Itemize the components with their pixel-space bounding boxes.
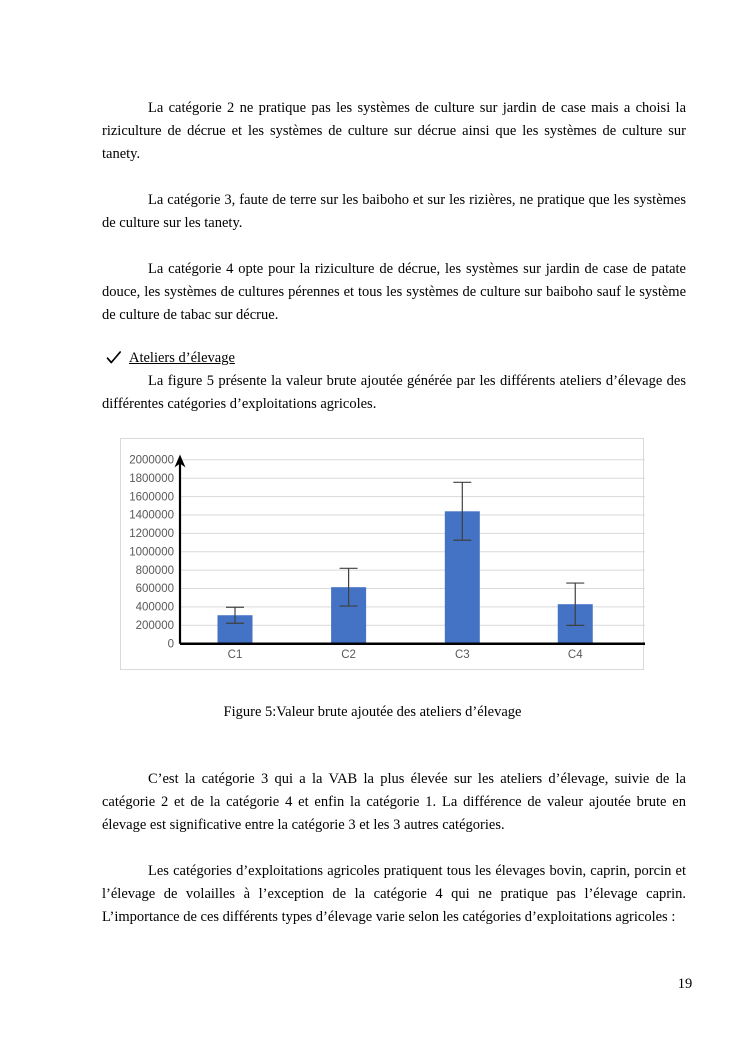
svg-text:2000000: 2000000 — [129, 455, 174, 467]
svg-text:C4: C4 — [568, 649, 583, 661]
svg-text:C3: C3 — [455, 649, 470, 661]
svg-text:800000: 800000 — [136, 565, 174, 577]
svg-text:C1: C1 — [228, 649, 243, 661]
svg-text:200000: 200000 — [136, 620, 174, 632]
svg-text:600000: 600000 — [136, 583, 174, 595]
svg-text:1000000: 1000000 — [129, 547, 174, 559]
svg-text:C2: C2 — [341, 649, 356, 661]
svg-text:400000: 400000 — [136, 602, 174, 614]
svg-text:1400000: 1400000 — [129, 510, 174, 522]
svg-text:1800000: 1800000 — [129, 473, 174, 485]
svg-text:0: 0 — [168, 638, 174, 650]
svg-text:1600000: 1600000 — [129, 491, 174, 503]
svg-text:1200000: 1200000 — [129, 528, 174, 540]
